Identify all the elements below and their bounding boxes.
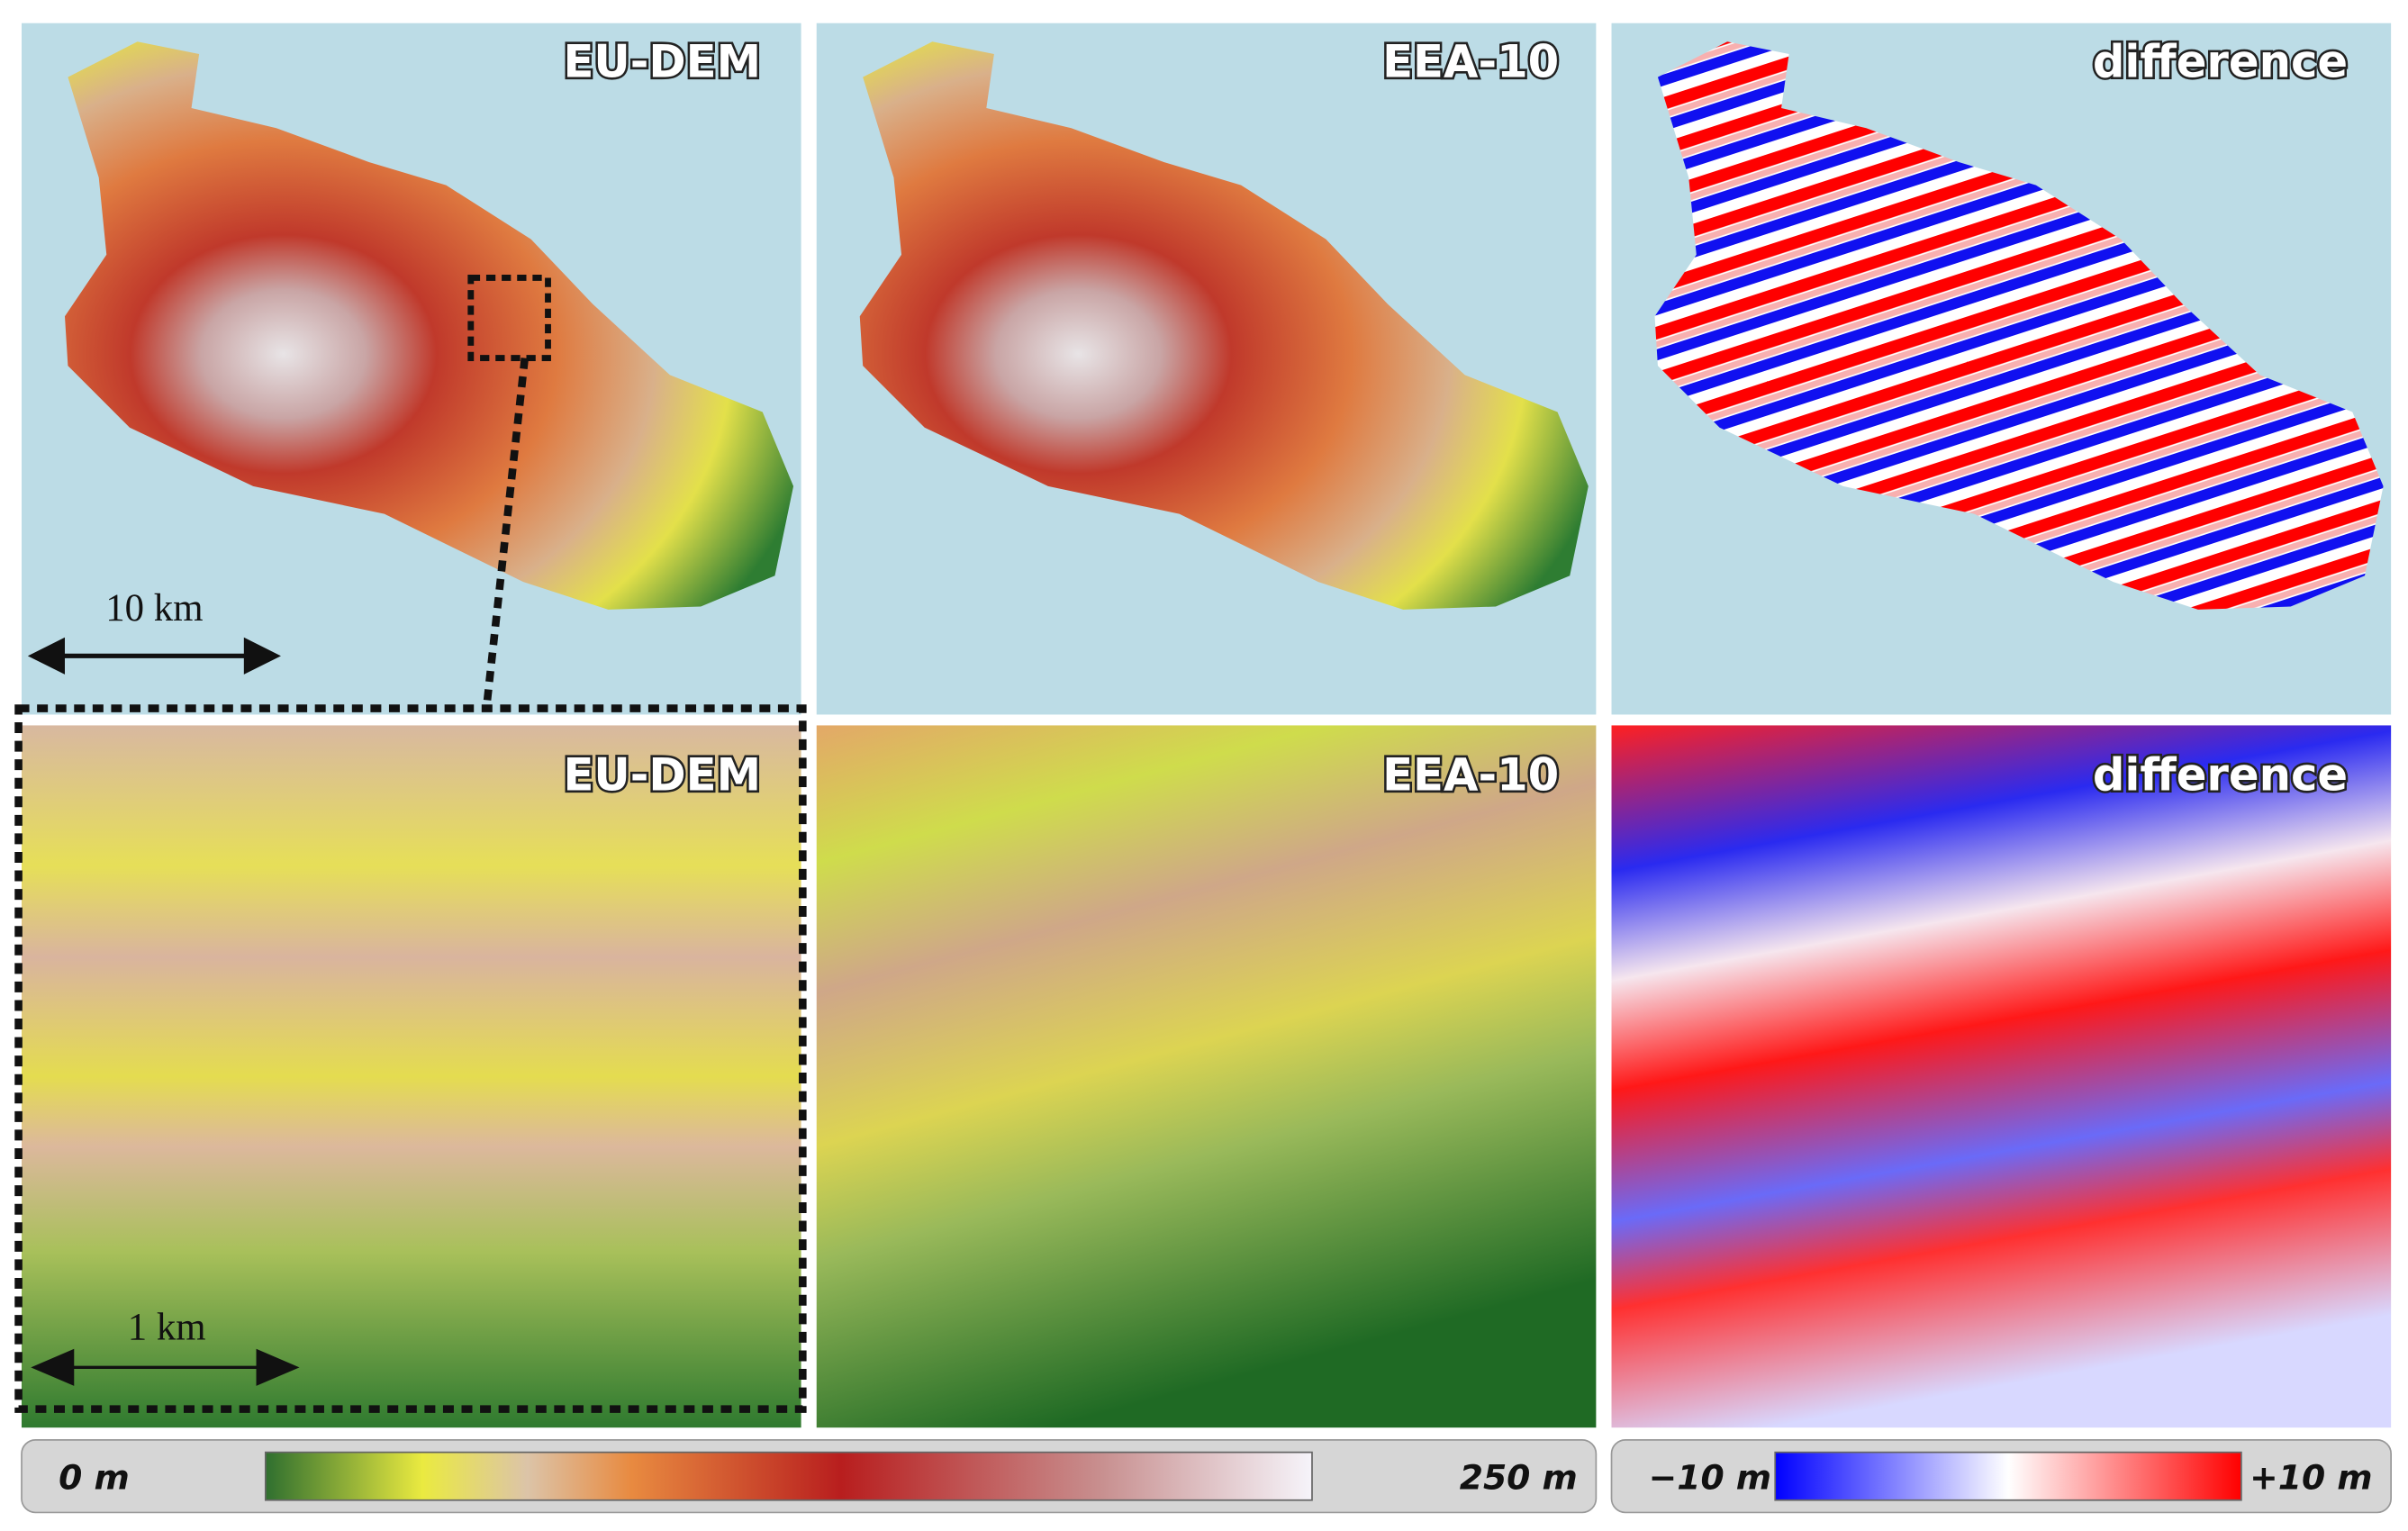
- panel-label: difference: [2093, 748, 2348, 801]
- overview-row: EU-DEM EEA-10 difference 10 km: [21, 23, 2392, 715]
- scale-bar: [31, 1348, 300, 1386]
- zoom-box: [467, 275, 551, 362]
- panel-label: EEA-10: [1382, 748, 1559, 801]
- colorbar: [1774, 1451, 2242, 1501]
- map-panel: [1611, 725, 2392, 1428]
- zoom-connector: [482, 358, 530, 711]
- map-panel: [21, 725, 801, 1428]
- colorbar-label: 250 m: [1460, 1458, 1578, 1498]
- map-panel: [816, 725, 1597, 1428]
- colorbar-label: 0 m: [59, 1458, 130, 1498]
- panel-label: EU-DEM: [563, 748, 761, 801]
- panel-label: difference: [2093, 36, 2348, 88]
- colorbar-label: +10 m: [2250, 1458, 2372, 1498]
- colorbar: [264, 1451, 1313, 1501]
- zoom-row: EU-DEM EEA-10 difference 1 km: [14, 704, 2392, 1428]
- zoom-frame: [14, 704, 807, 1413]
- scale-label: 1 km: [128, 1307, 206, 1349]
- panel-label: EEA-10: [1382, 36, 1559, 88]
- panel-label: EU-DEM: [563, 36, 761, 88]
- scale-bar: [27, 637, 281, 675]
- scale-label: 10 km: [105, 587, 203, 630]
- colorbars: 0 m 250 m −10 m +10 m: [21, 1439, 2393, 1514]
- colorbar-label: −10 m: [1649, 1458, 1771, 1498]
